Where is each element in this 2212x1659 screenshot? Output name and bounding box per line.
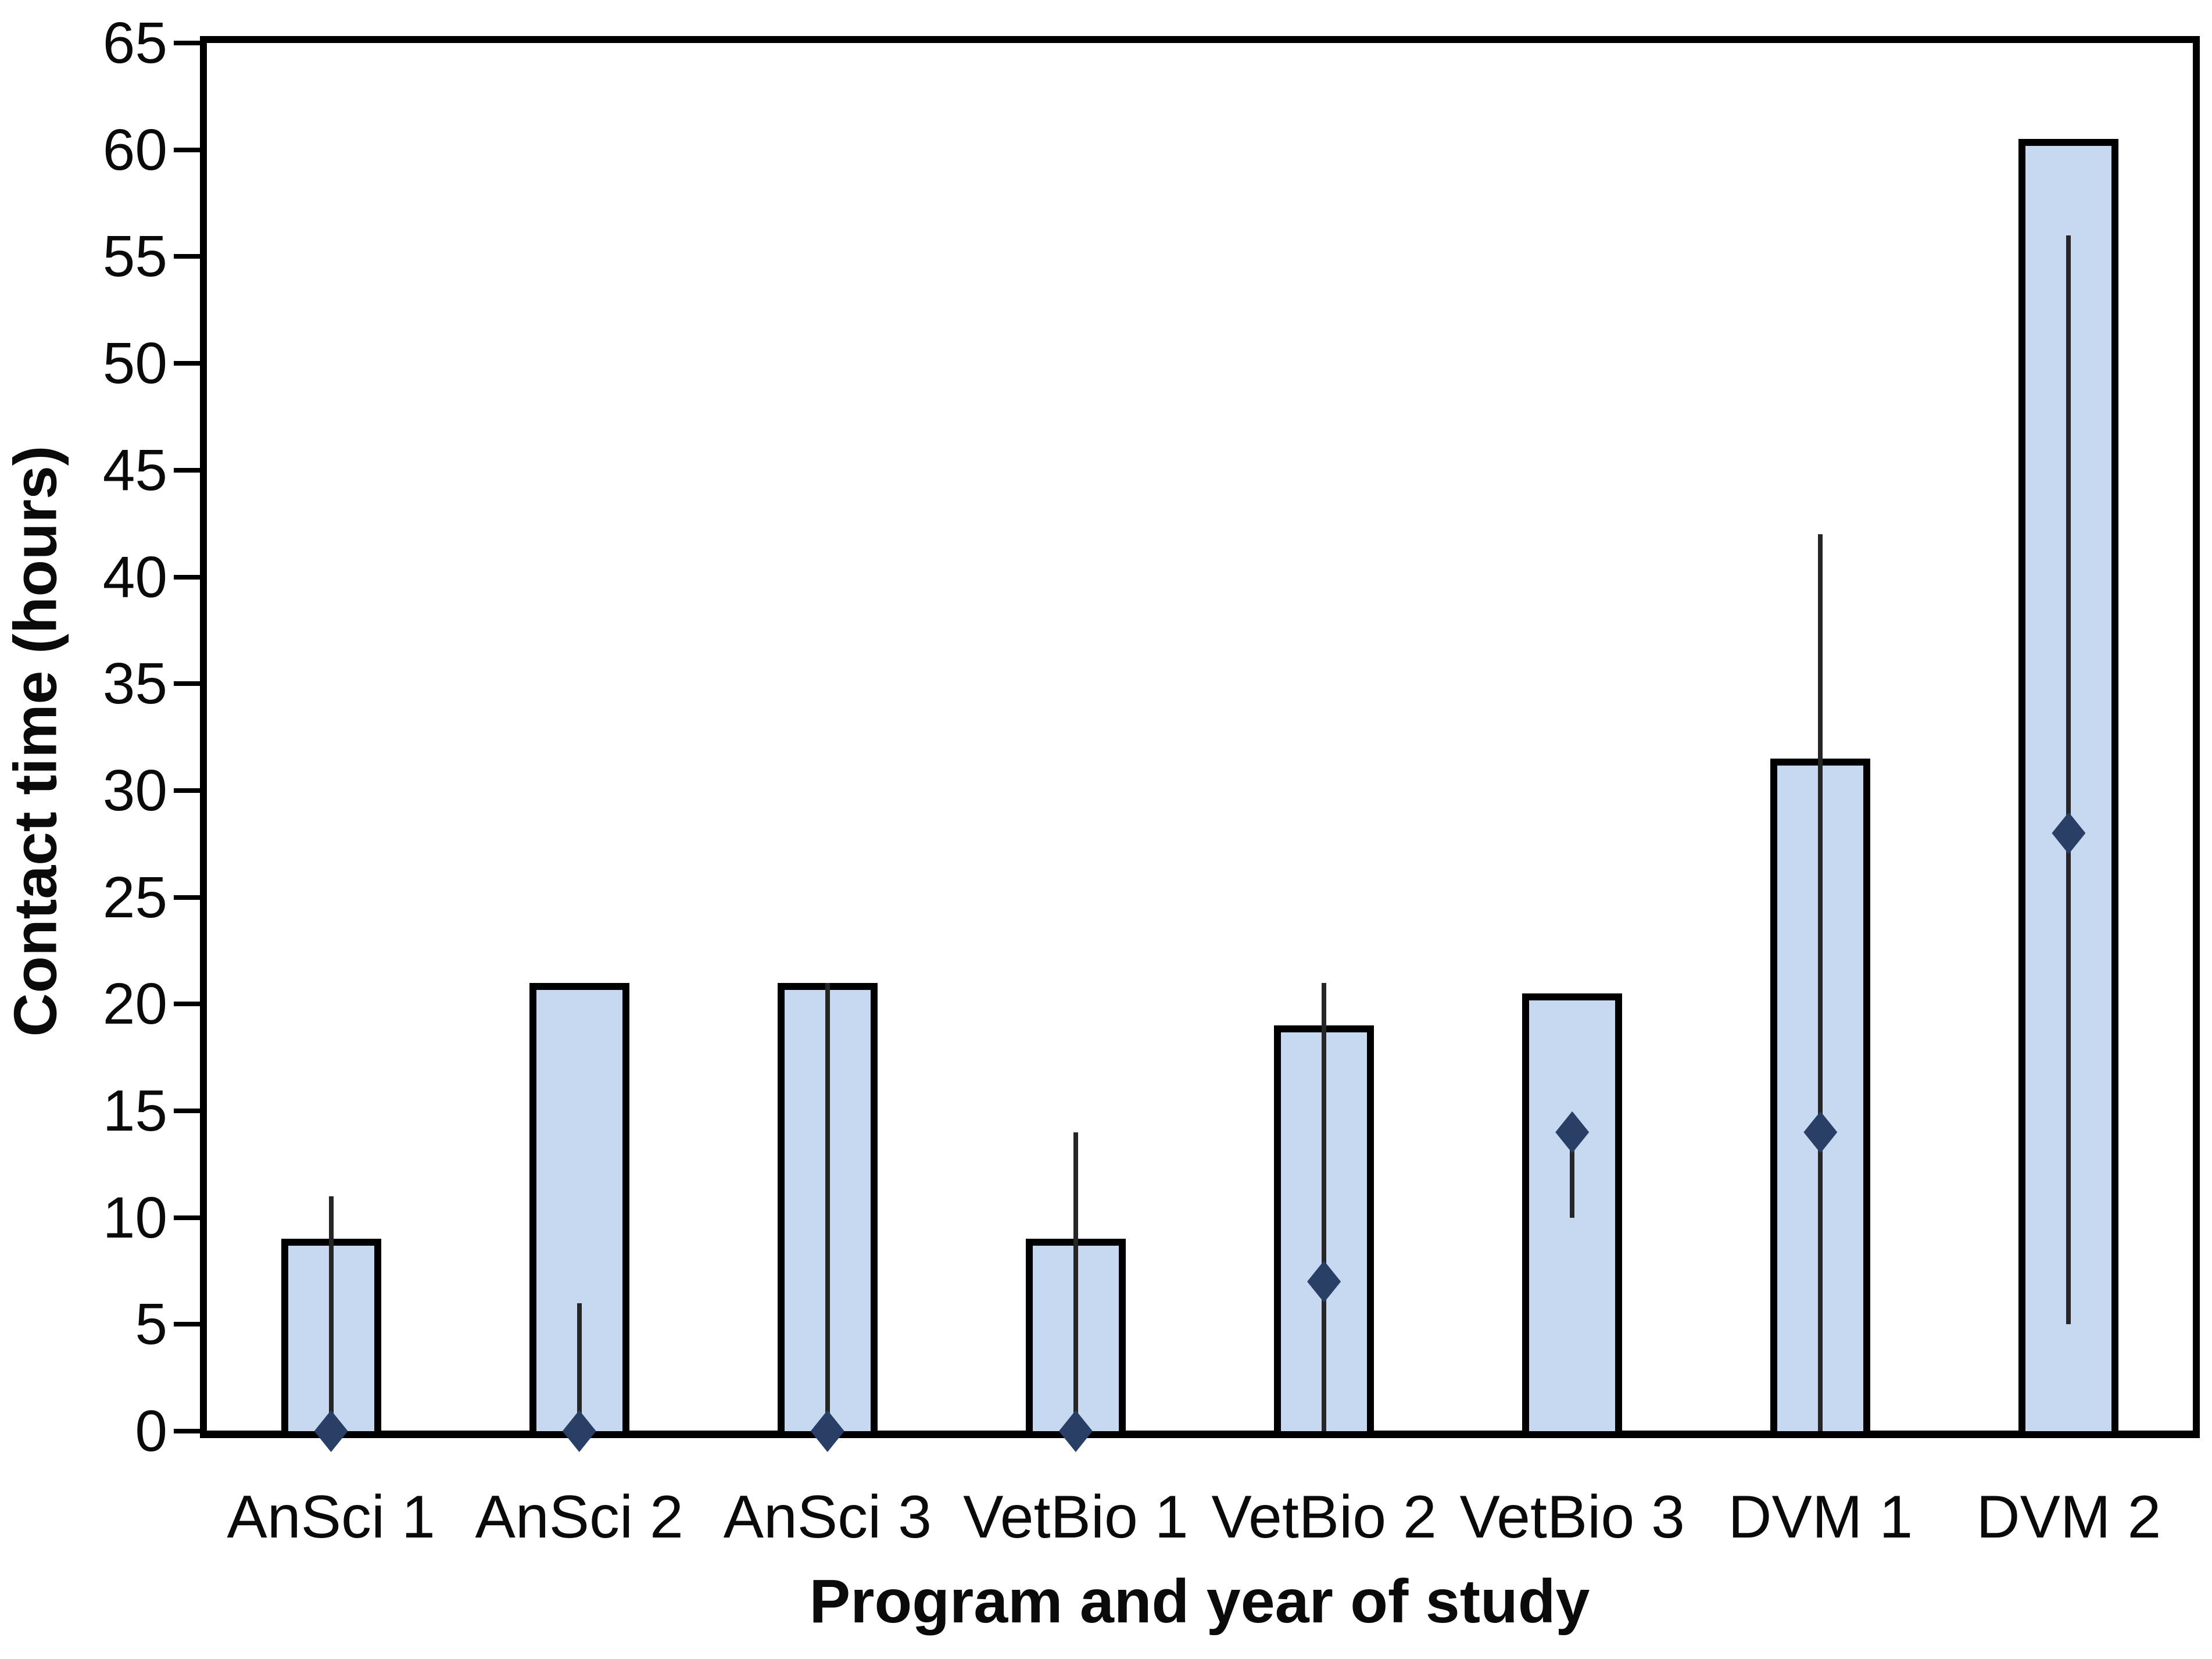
x-category-label: AnSci 2 [475, 1483, 683, 1551]
y-tick-label: 45 [102, 437, 167, 503]
x-category-label: VetBio 1 [963, 1483, 1189, 1551]
y-tick-mark [174, 681, 200, 687]
y-tick-label: 55 [102, 224, 167, 289]
y-tick-mark [174, 1322, 200, 1327]
x-axis-title: Program and year of study [809, 1567, 1590, 1636]
y-tick-mark [174, 788, 200, 793]
y-axis-title: Contact time (hours) [2, 445, 70, 1037]
x-category-label: AnSci 1 [227, 1483, 435, 1551]
y-tick-label: 5 [135, 1292, 167, 1357]
y-tick-mark [174, 574, 200, 580]
y-tick-label: 25 [102, 864, 167, 930]
y-tick-label: 20 [102, 971, 167, 1037]
error-bar [825, 982, 830, 1431]
y-tick-label: 10 [102, 1185, 167, 1250]
x-category-label: DVM 1 [1728, 1483, 1913, 1551]
error-bar [2066, 235, 2071, 1325]
error-bar [328, 1196, 334, 1431]
y-tick-label: 50 [102, 331, 167, 396]
x-category-label: VetBio 2 [1211, 1483, 1437, 1551]
y-tick-mark [174, 1215, 200, 1220]
y-tick-mark [174, 1108, 200, 1113]
error-bar [1570, 1132, 1575, 1218]
error-bar [577, 1303, 582, 1431]
y-tick-mark [174, 41, 200, 45]
y-tick-label: 0 [135, 1399, 167, 1464]
x-category-label: AnSci 3 [723, 1483, 932, 1551]
y-tick-mark [174, 1002, 200, 1007]
y-tick-label: 35 [102, 651, 167, 717]
y-tick-label: 65 [102, 10, 167, 76]
error-bar [1073, 1132, 1078, 1431]
error-bar [1322, 982, 1327, 1431]
y-tick-label: 30 [102, 757, 167, 823]
error-bar [1818, 534, 1823, 1431]
x-category-label: DVM 2 [1976, 1483, 2161, 1551]
y-tick-mark [174, 361, 200, 366]
y-tick-label: 15 [102, 1078, 167, 1143]
x-category-label: VetBio 3 [1459, 1483, 1685, 1551]
y-tick-mark [174, 467, 200, 473]
y-tick-mark [174, 1429, 200, 1433]
y-tick-label: 60 [102, 117, 167, 183]
y-tick-mark [174, 895, 200, 900]
plot-area-frame [200, 36, 2200, 1438]
y-tick-mark [174, 147, 200, 152]
y-tick-mark [174, 254, 200, 259]
bar [1522, 993, 1623, 1431]
y-tick-label: 40 [102, 544, 167, 610]
